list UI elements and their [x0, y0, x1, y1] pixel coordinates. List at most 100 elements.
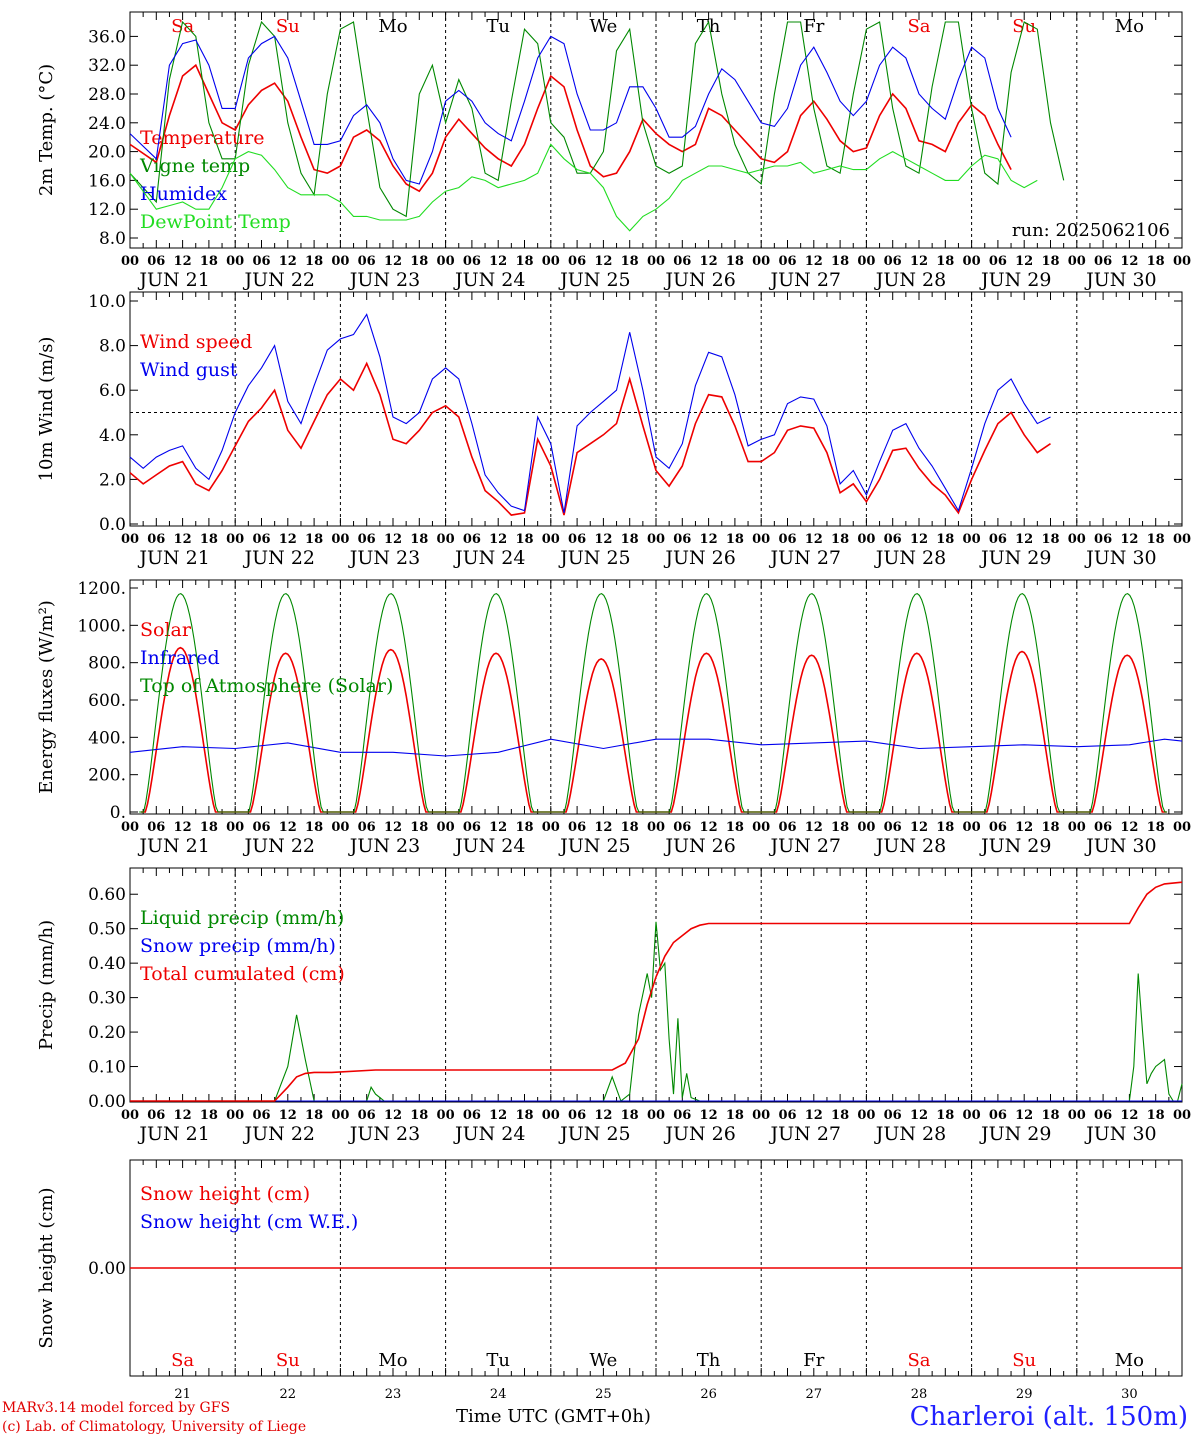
hour-tick-label: 18 — [515, 820, 533, 835]
legend-entry: Snow precip (mm/h) — [140, 935, 336, 957]
hour-tick-label: 12 — [1120, 820, 1138, 835]
hour-tick-label: 18 — [1041, 820, 1059, 835]
hour-tick-label: 06 — [358, 1108, 376, 1123]
hour-tick-label: 12 — [594, 820, 612, 835]
hour-tick-label: 06 — [568, 254, 586, 269]
day-name-label: Th — [697, 1350, 721, 1371]
hour-tick-label: 18 — [831, 1108, 849, 1123]
hour-tick-label: 06 — [673, 820, 691, 835]
hour-tick-label: 18 — [1041, 1108, 1059, 1123]
date-label: JUN 21 — [137, 835, 209, 857]
day-name-label: Sa — [171, 1350, 194, 1371]
hour-tick-label: 12 — [384, 254, 402, 269]
y-tick-label: 8.0 — [99, 229, 126, 249]
hour-tick-label: 06 — [358, 820, 376, 835]
hour-tick-label: 12 — [384, 1108, 402, 1123]
y-tick-label: 36.0 — [88, 27, 126, 47]
hour-tick-label: 06 — [147, 254, 165, 269]
hour-tick-label: 12 — [279, 1108, 297, 1123]
date-label: JUN 23 — [348, 835, 420, 857]
hour-tick-label: 00 — [437, 1108, 455, 1123]
hour-tick-label: 18 — [1041, 254, 1059, 269]
hour-tick-label: 00 — [857, 254, 875, 269]
hour-tick-label: 06 — [778, 254, 796, 269]
date-label: JUN 25 — [558, 269, 630, 291]
y-tick-label: 8.0 — [99, 337, 126, 357]
hour-tick-label: 18 — [621, 532, 639, 547]
hour-tick-label: 00 — [226, 254, 244, 269]
hour-tick-label: 06 — [1094, 1108, 1112, 1123]
date-label: JUN 23 — [348, 547, 420, 569]
hour-tick-label: 06 — [884, 254, 902, 269]
hour-tick-label: 12 — [910, 1108, 928, 1123]
hour-tick-label: 12 — [700, 1108, 718, 1123]
date-label: JUN 24 — [453, 1123, 525, 1145]
hour-tick-label: 00 — [963, 1108, 981, 1123]
y-tick-label: 2.0 — [99, 470, 126, 490]
model-credit: MARv3.14 model forced by GFS (c) Lab. of… — [2, 1399, 306, 1437]
hour-tick-label: 12 — [279, 820, 297, 835]
date-label: JUN 26 — [663, 269, 735, 291]
legend-entry: Vigne temp — [139, 155, 250, 177]
hour-tick-label: 00 — [331, 532, 349, 547]
y-tick-label: 1200. — [77, 579, 126, 599]
hour-tick-label: 00 — [647, 820, 665, 835]
hour-tick-label: 18 — [410, 820, 428, 835]
hour-tick-label: 06 — [673, 1108, 691, 1123]
hour-tick-label: 18 — [200, 254, 218, 269]
panel-3: 0. 200. 400. 600. 800. 1000. 1200. Energy fluxe… — [36, 579, 1191, 857]
y-tick-label: 24.0 — [88, 114, 126, 134]
date-label: JUN 29 — [979, 1123, 1051, 1145]
panel-2: 0.0 2.0 4.0 6.0 8.0 10.0 10m Wind (m/s) Wind sp… — [36, 291, 1191, 569]
hour-tick-label: 12 — [1015, 254, 1033, 269]
hour-tick-label: 06 — [989, 1108, 1007, 1123]
y-tick-label: 6.0 — [99, 381, 126, 401]
hour-tick-label: 18 — [1147, 532, 1165, 547]
hour-tick-label: 00 — [542, 532, 560, 547]
hour-tick-label: 00 — [963, 254, 981, 269]
hour-tick-label: 06 — [989, 820, 1007, 835]
hour-tick-label: 00 — [752, 532, 770, 547]
hour-tick-label: 18 — [831, 820, 849, 835]
hour-tick-label: 18 — [1147, 820, 1165, 835]
day-name-label: Su — [1012, 16, 1036, 37]
hour-tick-label: 12 — [594, 532, 612, 547]
y-tick-label: 1000. — [77, 616, 126, 636]
hour-tick-label: 00 — [226, 532, 244, 547]
hour-tick-label: 18 — [1147, 1108, 1165, 1123]
series-line-wind-speed — [129, 361, 1051, 516]
y-tick-label: 4.0 — [99, 426, 126, 446]
hour-tick-label: 12 — [805, 1108, 823, 1123]
credit-line: (c) Lab. of Climatology, University of L… — [2, 1419, 307, 1435]
day-name-label: Fr — [803, 1350, 824, 1371]
hour-tick-label: 00 — [1068, 820, 1086, 835]
hour-tick-label: 00 — [437, 820, 455, 835]
hour-tick-label: 00 — [963, 532, 981, 547]
hour-tick-label: 18 — [936, 820, 954, 835]
hour-tick-label: 12 — [489, 1108, 507, 1123]
hour-tick-label: 18 — [1041, 532, 1059, 547]
y-tick-label: 0.30 — [88, 989, 126, 1009]
hour-tick-label: 18 — [305, 254, 323, 269]
hour-tick-label: 06 — [568, 820, 586, 835]
hour-tick-label: 12 — [910, 254, 928, 269]
panel-4: 0.00 0.10 0.20 0.30 0.40 0.50 0.60 Precip (mm/h… — [36, 867, 1191, 1145]
date-label: JUN 29 — [979, 835, 1051, 857]
hour-tick-label: 00 — [1173, 254, 1191, 269]
day-number-label: 22 — [280, 1387, 297, 1402]
day-name-label: Sa — [907, 16, 930, 37]
hour-tick-label: 06 — [252, 1108, 270, 1123]
hour-tick-label: 06 — [884, 532, 902, 547]
hour-tick-label: 00 — [752, 1108, 770, 1123]
y-axis-title: 2m Temp. (°C) — [36, 64, 57, 196]
hour-tick-label: 00 — [542, 820, 560, 835]
hour-tick-label: 00 — [226, 820, 244, 835]
series-line-infrared — [129, 738, 1183, 757]
hour-tick-label: 00 — [1173, 1108, 1191, 1123]
y-tick-label: 0.40 — [88, 954, 126, 974]
date-label: JUN 30 — [1084, 1123, 1156, 1145]
date-label: JUN 30 — [1084, 547, 1156, 569]
date-label: JUN 27 — [769, 835, 841, 857]
hour-tick-label: 12 — [1015, 820, 1033, 835]
date-label: JUN 25 — [558, 1123, 630, 1145]
